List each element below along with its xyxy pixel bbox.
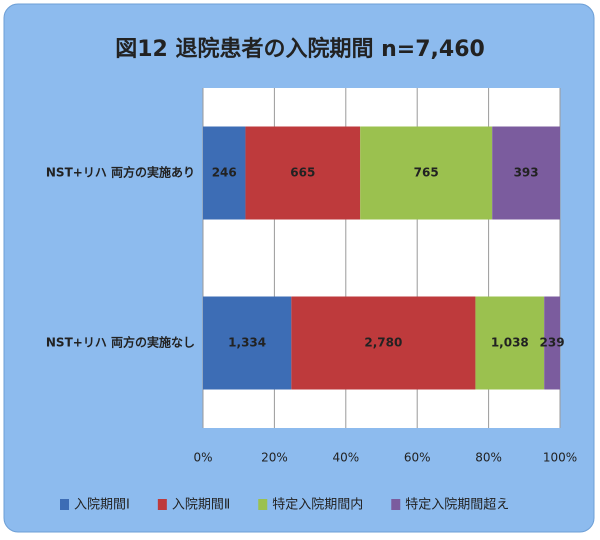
bar-segment bbox=[245, 126, 361, 220]
value-label: 246 bbox=[212, 166, 237, 180]
legend-label: 特定入院期間内 bbox=[272, 497, 363, 513]
x-tick-label: 0% bbox=[193, 451, 212, 465]
bar-segment bbox=[544, 296, 560, 390]
legend-swatch bbox=[258, 499, 268, 510]
x-tick-label: 20% bbox=[261, 451, 288, 465]
legend-label: 入院期間Ⅰ bbox=[74, 498, 130, 513]
bar-segment bbox=[291, 296, 476, 390]
value-label: 2,780 bbox=[364, 336, 402, 350]
category-label: NST+リハ 両方の実施なし bbox=[46, 335, 195, 350]
bar-segment bbox=[203, 296, 292, 390]
x-tick-label: 100% bbox=[543, 451, 577, 465]
value-label: 1,038 bbox=[491, 336, 529, 350]
value-label: 665 bbox=[290, 166, 315, 180]
value-label: 239 bbox=[540, 336, 565, 350]
x-tick-label: 60% bbox=[404, 451, 431, 465]
bar-segment bbox=[475, 296, 545, 390]
legend-label: 入院期間Ⅱ bbox=[172, 498, 230, 513]
legend-swatch bbox=[391, 499, 401, 510]
bar-segment bbox=[492, 126, 560, 220]
bar-segment bbox=[203, 126, 246, 220]
legend-swatch bbox=[157, 499, 167, 510]
value-label: 765 bbox=[414, 166, 439, 180]
chart-title: 図12 退院患者の入院期間 n=7,460 bbox=[115, 36, 485, 62]
x-tick-label: 80% bbox=[475, 451, 502, 465]
x-tick-label: 40% bbox=[332, 451, 359, 465]
bar-segment bbox=[360, 126, 493, 220]
legend-swatch bbox=[60, 499, 69, 510]
value-label: 1,334 bbox=[228, 336, 266, 350]
category-label: NST+リハ 両方の実施あり bbox=[46, 165, 195, 180]
value-label: 393 bbox=[514, 166, 539, 180]
legend-label: 特定入院期間超え bbox=[405, 498, 509, 513]
